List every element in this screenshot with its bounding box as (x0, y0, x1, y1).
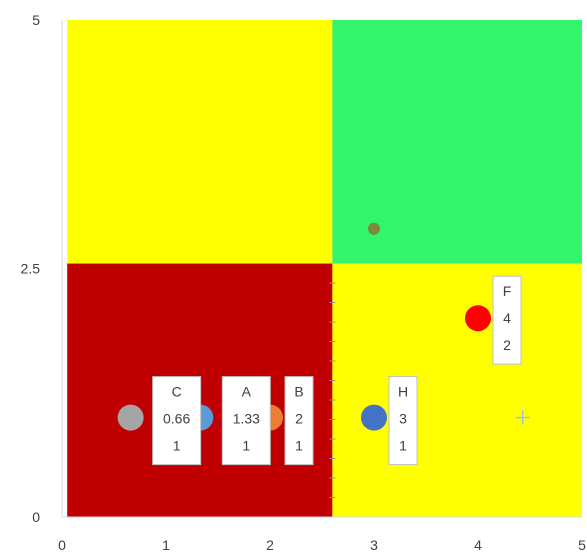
data-label-line: A (242, 384, 252, 400)
x-tick-label: 5 (578, 537, 586, 553)
point-H (361, 404, 387, 431)
data-labels: C 0.66 1 A 1.33 1 B 2 1 H 3 1 F 4 2 (152, 275, 522, 466)
tick-labels: 0 1 2 3 4 5 0 2.5 5 (21, 12, 587, 553)
y-tick-label: 0 (32, 509, 40, 525)
quadrant-bottom-right (332, 263, 582, 517)
data-label-line: 1.33 (233, 411, 260, 427)
data-label-line: F (503, 283, 512, 299)
data-label-line: C (172, 384, 182, 400)
data-label-line: 1 (399, 438, 407, 454)
axes (61, 20, 582, 518)
data-label-line: 1 (173, 438, 181, 454)
data-label-line: B (294, 384, 303, 400)
data-label-box (492, 275, 522, 365)
x-tick-label: 1 (162, 537, 170, 553)
data-label-line: 1 (242, 438, 250, 454)
x-tick-label: 0 (58, 537, 66, 553)
data-label-box (388, 376, 418, 466)
data-label-line: H (398, 384, 408, 400)
data-label-line: 1 (295, 438, 303, 454)
data-label-box (221, 376, 271, 466)
x-tick-label: 4 (474, 537, 482, 553)
data-label-line: 0.66 (163, 411, 190, 427)
y-tick-label: 5 (32, 12, 40, 28)
x-tick-label: 2 (266, 537, 274, 553)
data-label-line: 4 (503, 310, 511, 326)
point-F (465, 305, 491, 332)
data-label-line: 2 (503, 337, 511, 353)
x-tick-label: 3 (370, 537, 378, 553)
quadrant-backgrounds (67, 20, 582, 517)
quadrant-top-left (67, 20, 333, 264)
y-tick-label: 2.5 (21, 261, 41, 277)
data-label-box (152, 376, 202, 466)
point-C (117, 404, 144, 431)
data-label-line: 2 (295, 411, 303, 427)
data-label-box (284, 376, 314, 466)
data-label-line: 3 (399, 411, 407, 427)
point-unlabeled (368, 222, 380, 235)
